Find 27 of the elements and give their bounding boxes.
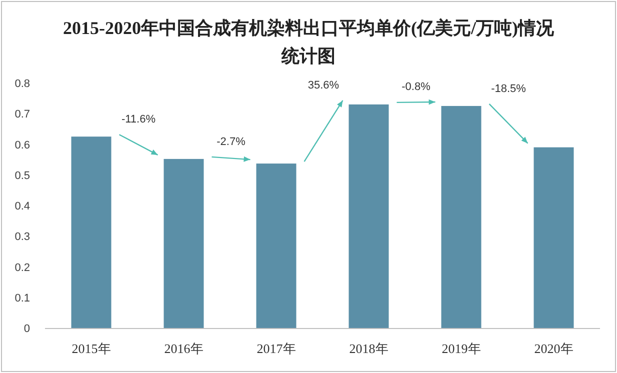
- x-tick-label: 2019年: [442, 341, 481, 356]
- y-tick-label: 0.4: [14, 200, 30, 212]
- y-tick-label: 0.6: [14, 139, 30, 152]
- chart-title: 2015-2020年中国合成有机染料出口平均单价(亿美元/万吨)情况统计图: [62, 17, 555, 68]
- x-tick-label: 2020年: [534, 341, 574, 356]
- y-tick-label: 0.5: [14, 170, 30, 182]
- x-tick-label: 2016年: [164, 341, 204, 356]
- annotation: -0.8%: [402, 80, 431, 93]
- y-tick-label: 0: [24, 323, 30, 335]
- annotation: 35.6%: [308, 79, 340, 92]
- y-tick-label: 0.3: [14, 231, 30, 244]
- x-tick-label: 2017年: [256, 341, 296, 356]
- y-tick-label: 0.1: [14, 292, 30, 304]
- bar: [71, 136, 112, 328]
- bar: [164, 158, 204, 328]
- bar: [534, 147, 574, 328]
- y-tick-label: 0.8: [14, 78, 30, 90]
- y-tick-label: 0.7: [14, 108, 30, 121]
- annotation: -2.7%: [216, 136, 246, 148]
- bar: [441, 106, 482, 328]
- x-tick-label: 2015年: [72, 341, 111, 356]
- y-tick-label: 0.2: [14, 262, 30, 274]
- bar: [256, 164, 296, 328]
- annotation: -11.6%: [121, 114, 156, 126]
- x-tick-label: 2018年: [349, 341, 388, 356]
- bar: [348, 104, 389, 328]
- annotation: -18.5%: [491, 82, 526, 95]
